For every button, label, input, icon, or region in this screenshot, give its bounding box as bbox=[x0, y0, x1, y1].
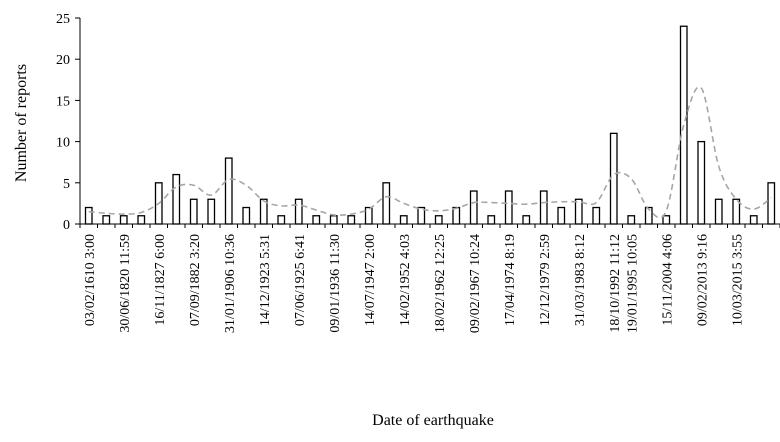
axes-group bbox=[79, 18, 780, 225]
bar bbox=[714, 198, 723, 225]
bar bbox=[137, 215, 146, 225]
bar bbox=[504, 190, 513, 225]
y-tick-label: 25 bbox=[56, 12, 70, 27]
bar bbox=[224, 157, 233, 225]
x-tick-label: 15/11/2004 4:06 bbox=[660, 234, 675, 326]
x-tick-label: 07/06/1925 6:41 bbox=[293, 234, 308, 326]
y-tick-label: 0 bbox=[63, 218, 70, 233]
y-tick-label: 20 bbox=[56, 53, 70, 68]
trend-line-group bbox=[88, 86, 772, 219]
bar bbox=[469, 190, 478, 225]
y-tick-label: 10 bbox=[56, 136, 70, 151]
bar bbox=[609, 132, 618, 225]
bar bbox=[312, 215, 321, 225]
bar bbox=[557, 206, 566, 225]
x-tick-label: 14/07/1947 2:00 bbox=[363, 234, 378, 326]
x-tick-label: 18/02/1962 12:25 bbox=[433, 234, 448, 333]
x-tick-label: 19/01/1995 10:05 bbox=[625, 234, 640, 333]
bar bbox=[399, 215, 408, 225]
bar bbox=[102, 215, 111, 225]
x-tick-label: 31/03/1983 8:12 bbox=[573, 234, 588, 326]
bar bbox=[749, 215, 758, 225]
bar bbox=[574, 198, 583, 225]
x-tick-label: 16/11/1827 6:00 bbox=[153, 234, 168, 326]
bar bbox=[172, 173, 181, 225]
x-tick-label: 17/04/1974 8:19 bbox=[503, 234, 518, 326]
bar bbox=[294, 198, 303, 225]
bar bbox=[522, 215, 531, 225]
x-tick-label: 09/02/2013 9:16 bbox=[695, 234, 710, 326]
x-tick-label: 09/02/1967 10:24 bbox=[468, 234, 483, 333]
bar bbox=[84, 206, 93, 225]
bar bbox=[382, 182, 391, 225]
x-axis-title: Date of earthquake bbox=[372, 412, 494, 429]
y-tick-label: 5 bbox=[63, 177, 70, 192]
x-ticks-group: 03/02/1610 3:00 30/06/1820 11:59 16/11/182… bbox=[79, 224, 780, 333]
x-tick-label: 07/09/1882 3:20 bbox=[188, 234, 203, 326]
x-tick-label: 30/06/1820 11:59 bbox=[118, 234, 133, 333]
bar bbox=[119, 215, 128, 225]
trend-line bbox=[88, 86, 772, 219]
bar bbox=[487, 215, 496, 225]
y-axis-title: Number of reports bbox=[13, 64, 30, 182]
y-ticks-group: 0 5 10 15 20 25 bbox=[56, 12, 80, 233]
y-tick-label: 15 bbox=[56, 94, 70, 109]
bar bbox=[277, 215, 286, 225]
bar bbox=[189, 198, 198, 225]
x-tick-label: 18/10/1992 11:12 bbox=[608, 234, 623, 333]
bar bbox=[662, 215, 671, 225]
bar bbox=[329, 215, 338, 225]
bar bbox=[627, 215, 636, 225]
x-tick-label: 14/12/1923 5:31 bbox=[258, 234, 273, 326]
bar bbox=[767, 182, 776, 225]
bar bbox=[242, 206, 251, 225]
bar bbox=[347, 215, 356, 225]
bar bbox=[207, 198, 216, 225]
x-tick-label: 03/02/1610 3:00 bbox=[83, 234, 98, 326]
bar bbox=[452, 206, 461, 225]
x-tick-label: 31/01/1906 10:36 bbox=[223, 234, 238, 333]
x-tick-label: 09/01/1936 11:30 bbox=[328, 234, 343, 333]
bar bbox=[592, 206, 601, 225]
bar bbox=[697, 140, 706, 225]
x-tick-label: 14/02/1952 4:03 bbox=[398, 234, 413, 326]
x-tick-label: 10/03/2015 3:55 bbox=[730, 234, 745, 326]
bar bbox=[539, 190, 548, 225]
bar bbox=[434, 215, 443, 225]
x-tick-label: 12/12/1979 2:59 bbox=[538, 234, 553, 326]
bar bbox=[364, 206, 373, 225]
